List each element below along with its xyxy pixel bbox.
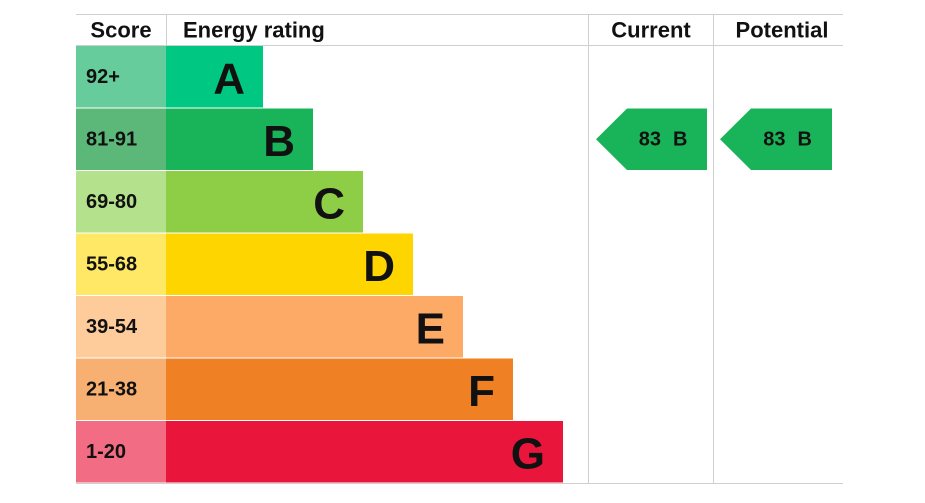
header-potential: Potential — [736, 18, 829, 43]
rating-letter: B — [263, 117, 295, 166]
header-energy-rating: Energy rating — [183, 18, 325, 43]
rating-bar — [166, 233, 413, 295]
score-cell — [76, 46, 166, 108]
rating-bar — [166, 108, 313, 170]
rating-bar — [166, 421, 563, 483]
score-label: 81-91 — [86, 128, 137, 150]
score-label: 92+ — [86, 66, 120, 88]
score-cell — [76, 108, 166, 170]
rating-bar — [166, 46, 263, 108]
score-label: 69-80 — [86, 191, 137, 213]
potential-letter: B — [798, 128, 812, 150]
rating-letter: F — [468, 367, 495, 416]
rating-letter: E — [416, 304, 445, 353]
score-label: 21-38 — [86, 378, 137, 400]
bands: 92+ A 81-91 B 69-80 C 55-68 D 39-54 E 21-38 F 1-20 G 8… — [76, 46, 832, 483]
score-cell — [76, 296, 166, 358]
score-label: 1-20 — [86, 441, 126, 463]
rating-letter: G — [511, 429, 545, 478]
rating-letter: A — [213, 54, 245, 103]
potential-arrow — [720, 108, 832, 170]
potential-value: 83 — [763, 128, 785, 150]
score-cell — [76, 233, 166, 295]
rating-bar — [166, 358, 513, 420]
score-label: 39-54 — [86, 316, 138, 338]
rating-letter: C — [313, 179, 345, 228]
score-label: 55-68 — [86, 253, 137, 275]
header-score: Score — [90, 18, 151, 43]
table-lines — [76, 14, 843, 484]
rating-bar — [166, 171, 363, 233]
current-letter: B — [673, 128, 687, 150]
score-cell — [76, 358, 166, 420]
header-current: Current — [611, 18, 691, 43]
score-cell — [76, 421, 166, 483]
current-arrow — [596, 108, 707, 170]
score-cell — [76, 171, 166, 233]
current-value: 83 — [639, 128, 661, 150]
rating-letter: D — [363, 242, 395, 291]
rating-bar — [166, 296, 463, 358]
